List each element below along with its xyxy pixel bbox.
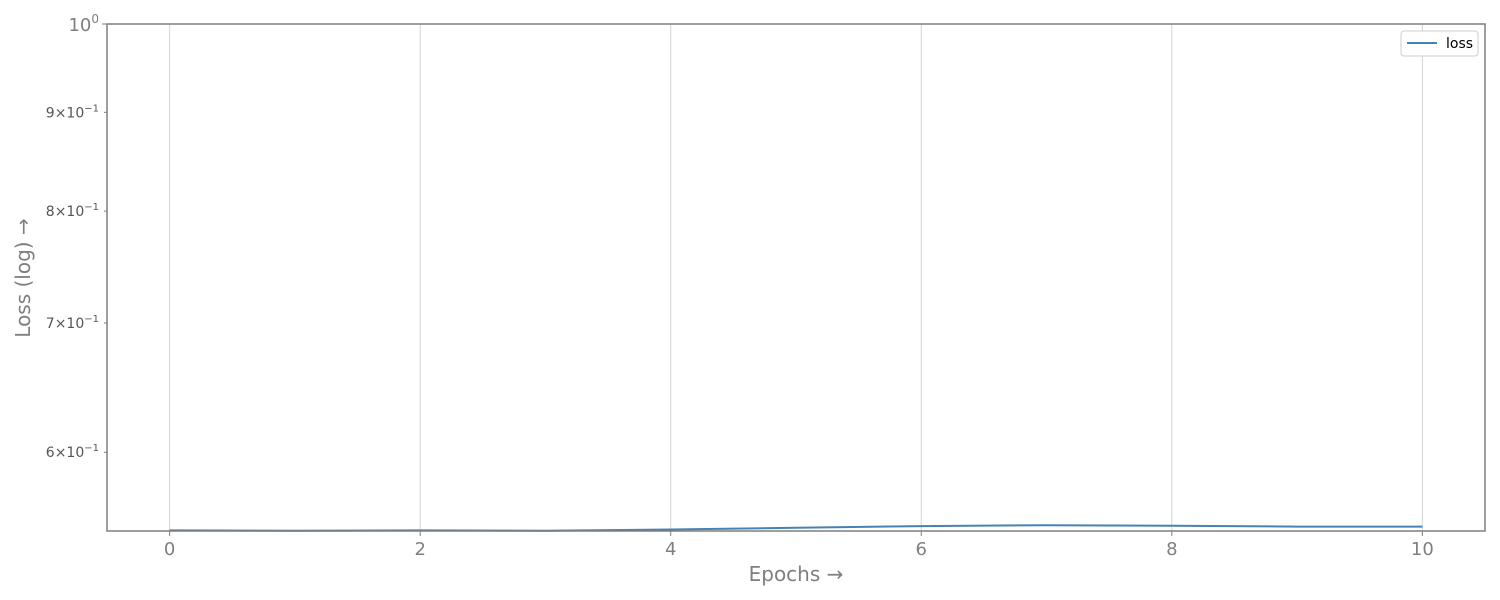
- x-tick-label: 0: [164, 539, 175, 560]
- series-line-loss: [169, 524, 1423, 532]
- x-axis: 0 2 4 6 8 10: [164, 531, 1434, 560]
- series-layer: [169, 524, 1423, 532]
- y-minor-tick-label: 8×10−1: [46, 202, 99, 220]
- x-tick-label: 10: [1411, 539, 1434, 560]
- x-tick-label: 4: [665, 539, 676, 560]
- x-tick-label: 2: [414, 539, 425, 560]
- grid: [169, 24, 1423, 531]
- plot-frame: [106, 23, 1486, 532]
- y-tick-label: 100: [68, 12, 99, 36]
- legend[interactable]: loss: [1400, 30, 1479, 57]
- y-axis: 100 9×10−1 8×10−1 7×10−1 6×10−1: [46, 12, 107, 461]
- x-axis-label: Epochs →: [749, 562, 844, 586]
- y-minor-tick-label: 7×10−1: [46, 314, 99, 332]
- legend-label-loss: loss: [1446, 36, 1473, 52]
- x-tick-label: 6: [916, 539, 927, 560]
- y-minor-tick-label: 6×10−1: [46, 443, 99, 461]
- legend-box: [1400, 30, 1479, 57]
- y-minor-tick-label: 9×10−1: [46, 103, 99, 121]
- x-tick-label: 8: [1166, 539, 1177, 560]
- y-axis-label: Loss (log) →: [11, 218, 35, 337]
